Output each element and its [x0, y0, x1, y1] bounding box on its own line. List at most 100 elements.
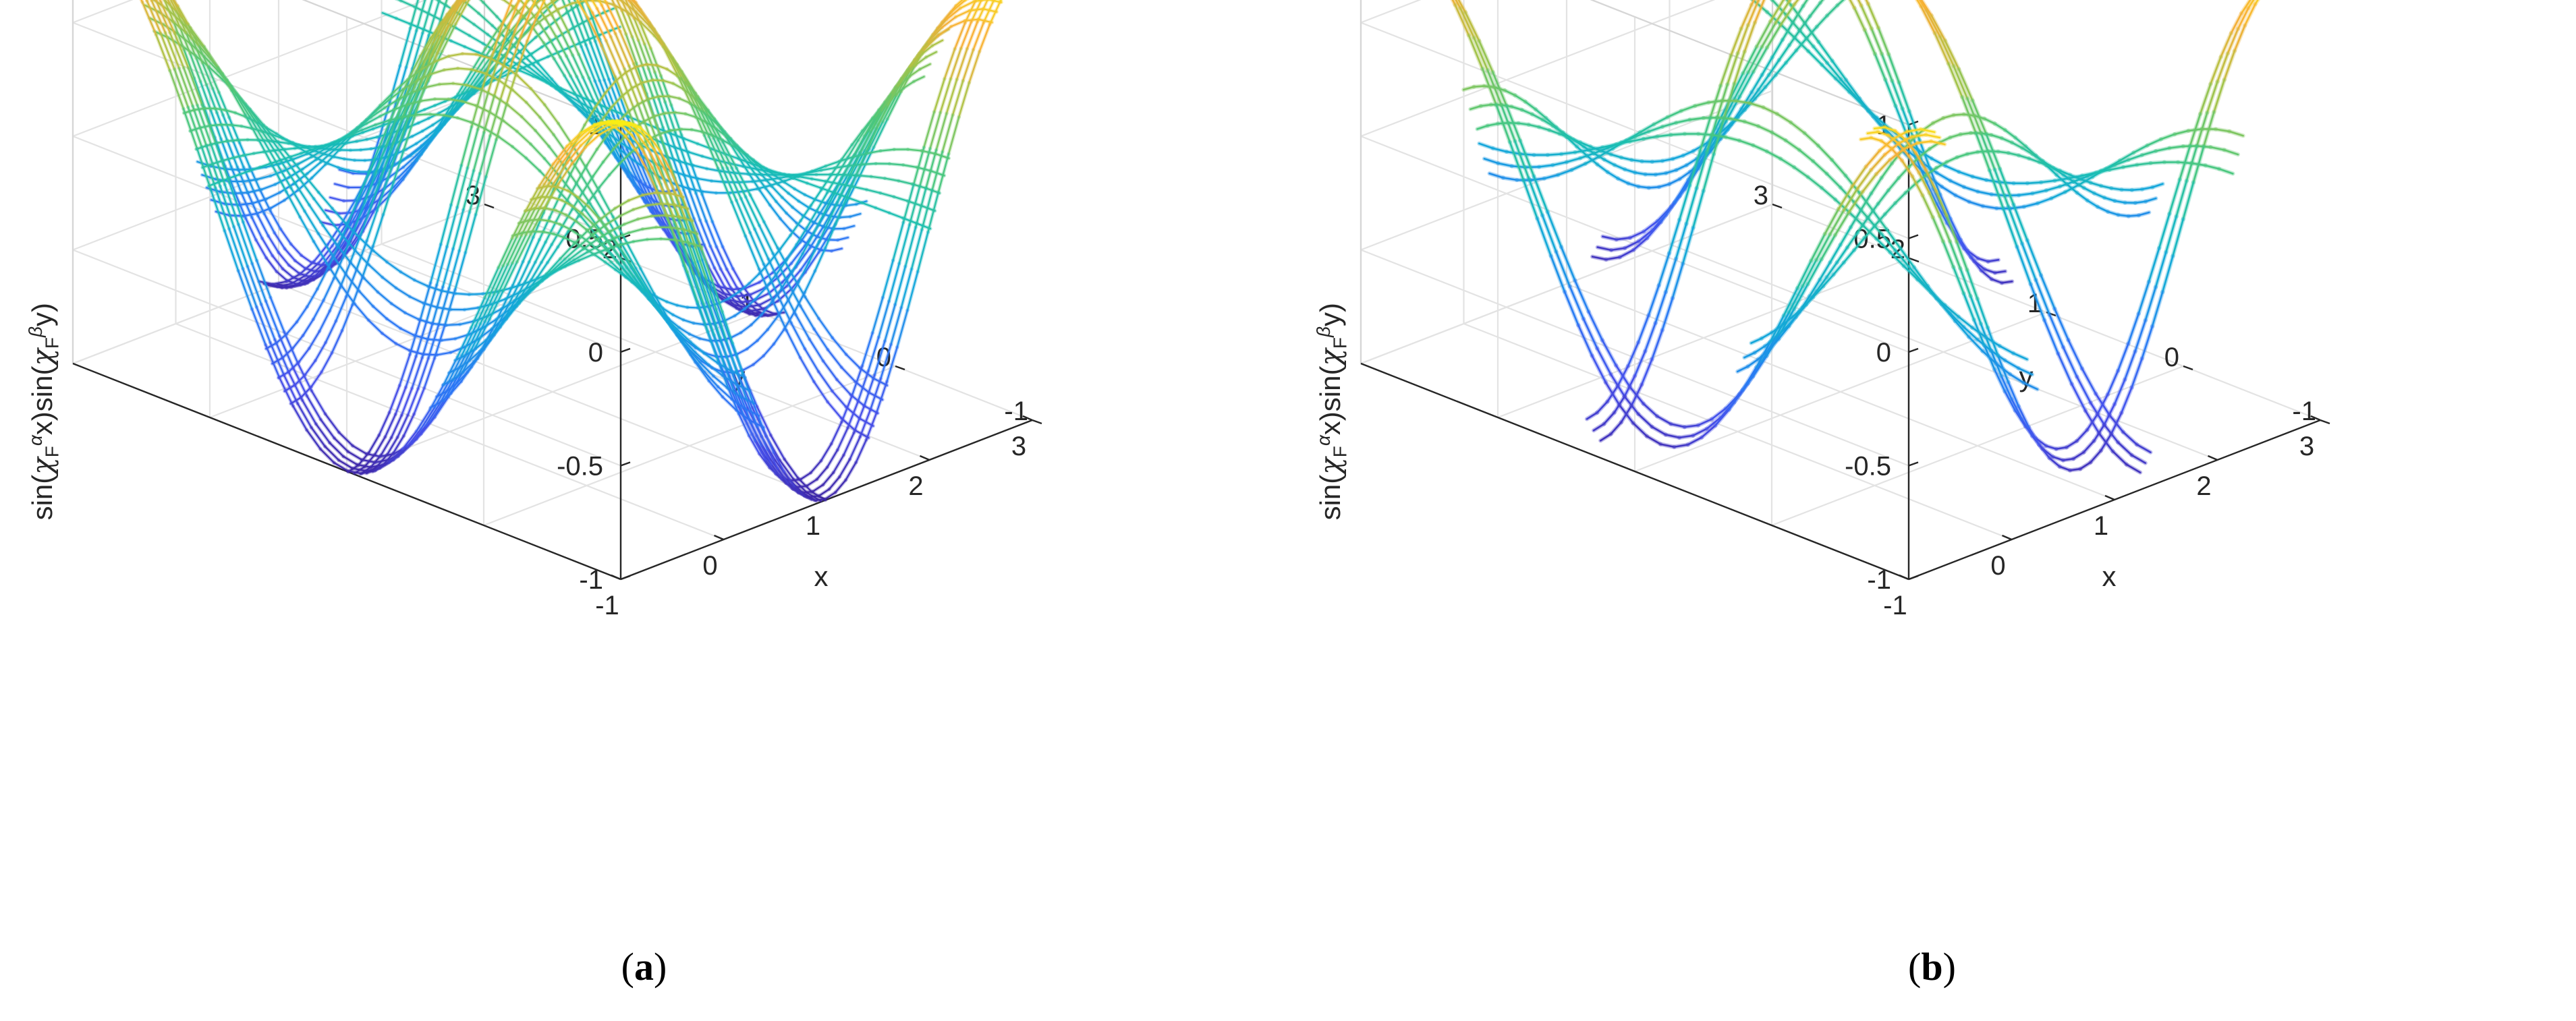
mesh-segment	[919, 148, 931, 187]
mesh-segment	[640, 192, 652, 212]
mesh-segment	[401, 387, 413, 416]
mesh-segment	[902, 183, 915, 223]
mesh-segment	[511, 146, 527, 159]
mesh-segment	[459, 0, 464, 5]
mesh-segment	[662, 80, 674, 84]
mesh-segment	[335, 243, 352, 263]
mesh-segment	[548, 146, 564, 165]
mesh-segment	[982, 0, 995, 24]
mesh-segment	[551, 33, 563, 42]
mesh-segment	[318, 268, 331, 276]
mesh-segment	[639, 138, 652, 146]
mesh-segment	[843, 154, 856, 176]
mesh-segment	[519, 0, 530, 11]
mesh-segment	[717, 284, 730, 301]
mesh-segment	[557, 2, 573, 10]
mesh-segment	[297, 403, 312, 429]
mesh-segment	[384, 98, 399, 109]
mesh-segment	[683, 189, 695, 220]
mesh-segment	[493, 95, 509, 106]
mesh-segment	[502, 31, 514, 47]
mesh-segment	[146, 0, 162, 34]
mesh-segment	[279, 228, 292, 245]
mesh-segment	[522, 16, 534, 30]
mesh-segment	[292, 276, 304, 282]
mesh-segment	[890, 78, 903, 96]
y-tick	[484, 203, 495, 209]
mesh-segment	[787, 192, 800, 202]
mesh-segment	[715, 127, 728, 138]
mesh-segment	[688, 151, 703, 157]
mesh-segment	[304, 262, 320, 277]
mesh-segment	[530, 0, 536, 10]
mesh-segment	[193, 77, 206, 109]
mesh-segment	[833, 174, 845, 196]
mesh-segment	[561, 208, 573, 228]
mesh-segment	[407, 145, 422, 158]
mesh-segment	[824, 223, 837, 249]
mesh-segment	[584, 107, 596, 126]
mesh-segment	[600, 132, 613, 152]
mesh-segment	[945, 7, 961, 20]
mesh-segment	[939, 78, 952, 113]
mesh-segment	[760, 301, 773, 316]
mesh-segment	[242, 152, 255, 156]
mesh-segment	[222, 114, 234, 142]
mesh-segment	[855, 439, 868, 463]
mesh-segment	[333, 462, 349, 472]
mesh-segment	[218, 91, 230, 119]
mesh-segment	[851, 365, 864, 397]
mesh-segment	[806, 209, 818, 229]
mesh-segment	[260, 303, 276, 341]
mesh-segment	[893, 196, 909, 202]
mesh-segment	[272, 140, 287, 162]
mesh-segment	[468, 327, 484, 336]
mesh-segment	[925, 149, 937, 189]
mesh-segment	[690, 351, 703, 362]
mesh-segment	[528, 239, 540, 263]
mesh-segment	[317, 192, 333, 210]
mesh-segment	[752, 355, 764, 366]
mesh-segment	[790, 272, 806, 298]
mesh-segment	[699, 337, 711, 342]
mesh-segment	[866, 189, 881, 194]
mesh-segment	[845, 461, 857, 481]
mesh-segment	[646, 98, 662, 139]
mesh-segment	[930, 170, 945, 177]
mesh-segment	[772, 252, 788, 282]
mesh-segment	[623, 165, 636, 186]
mesh-segment	[839, 174, 851, 198]
mesh-segment	[886, 86, 899, 108]
mesh-segment	[827, 349, 843, 368]
mesh-segment	[650, 47, 662, 77]
mesh-segment	[866, 127, 878, 152]
mesh-segment	[297, 156, 312, 165]
mesh-segment	[797, 200, 810, 209]
mesh-segment	[978, 18, 993, 24]
mesh-segment	[806, 478, 818, 487]
mesh-segment	[754, 173, 767, 189]
mesh-segment	[196, 104, 212, 146]
mesh-segment	[201, 62, 214, 90]
mesh-segment	[234, 112, 247, 118]
mesh-segment	[378, 411, 391, 436]
mesh-segment	[804, 296, 820, 320]
mesh-segment	[772, 300, 787, 332]
x-tick	[714, 534, 724, 541]
mesh-segment	[204, 107, 216, 138]
mesh-segment	[277, 141, 290, 144]
mesh-segment	[648, 67, 660, 100]
mesh-segment	[835, 199, 847, 225]
mesh-segment	[254, 119, 269, 142]
mesh-segment	[672, 82, 685, 90]
mesh-segment	[265, 126, 277, 135]
mesh-segment	[319, 448, 335, 464]
mesh-segment	[368, 137, 381, 171]
mesh-segment	[483, 95, 495, 134]
mesh-segment	[285, 191, 301, 218]
mesh-segment	[929, 111, 941, 150]
mesh-segment	[310, 163, 327, 179]
mesh-segment	[800, 305, 815, 330]
mesh-segment	[349, 234, 362, 263]
mesh-segment	[580, 215, 596, 234]
